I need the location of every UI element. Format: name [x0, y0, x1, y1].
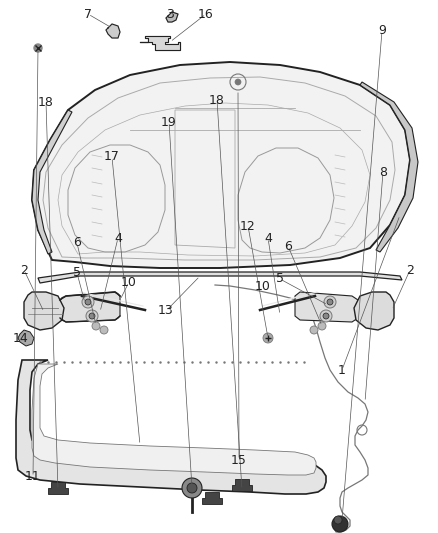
Text: 14: 14 — [13, 332, 29, 344]
Polygon shape — [24, 292, 64, 330]
Text: 5: 5 — [276, 272, 284, 286]
Polygon shape — [18, 330, 34, 346]
Polygon shape — [354, 292, 394, 330]
Text: 18: 18 — [209, 93, 225, 107]
Text: 6: 6 — [284, 239, 292, 253]
Polygon shape — [140, 36, 180, 50]
Text: 18: 18 — [38, 95, 54, 109]
Circle shape — [327, 299, 333, 305]
Circle shape — [323, 313, 329, 319]
Polygon shape — [295, 292, 358, 322]
Polygon shape — [32, 364, 316, 475]
Text: 10: 10 — [121, 276, 137, 288]
Circle shape — [85, 299, 91, 305]
Circle shape — [187, 483, 197, 493]
Circle shape — [182, 478, 202, 498]
Circle shape — [100, 326, 108, 334]
Polygon shape — [32, 110, 72, 254]
Polygon shape — [166, 12, 178, 22]
Circle shape — [92, 322, 100, 330]
Circle shape — [318, 322, 326, 330]
Circle shape — [320, 310, 332, 322]
Text: 16: 16 — [198, 7, 214, 20]
Polygon shape — [202, 492, 222, 504]
Polygon shape — [360, 82, 418, 252]
Circle shape — [332, 516, 348, 532]
Circle shape — [263, 333, 273, 343]
Text: 8: 8 — [379, 166, 387, 179]
Text: 10: 10 — [255, 280, 271, 294]
Polygon shape — [232, 479, 252, 491]
Circle shape — [235, 79, 241, 85]
Text: 12: 12 — [240, 220, 256, 232]
Polygon shape — [106, 24, 120, 38]
Polygon shape — [16, 360, 326, 494]
Text: 6: 6 — [73, 237, 81, 249]
Text: 5: 5 — [73, 266, 81, 279]
Text: 9: 9 — [378, 25, 386, 37]
Text: 7: 7 — [84, 7, 92, 20]
Circle shape — [334, 516, 342, 524]
Text: 17: 17 — [104, 150, 120, 164]
Text: 13: 13 — [158, 304, 174, 318]
Text: 4: 4 — [264, 231, 272, 245]
Text: 3: 3 — [166, 7, 174, 20]
Polygon shape — [38, 272, 402, 283]
Text: 2: 2 — [406, 263, 414, 277]
Circle shape — [89, 313, 95, 319]
Text: 2: 2 — [20, 263, 28, 277]
Polygon shape — [60, 292, 120, 322]
Text: 15: 15 — [231, 454, 247, 466]
Text: 11: 11 — [25, 471, 41, 483]
Polygon shape — [48, 482, 68, 494]
Circle shape — [324, 296, 336, 308]
Text: 4: 4 — [114, 231, 122, 245]
Circle shape — [82, 296, 94, 308]
Text: 19: 19 — [161, 116, 177, 128]
Circle shape — [86, 310, 98, 322]
Circle shape — [34, 44, 42, 52]
Text: 1: 1 — [338, 364, 346, 376]
Circle shape — [310, 326, 318, 334]
Polygon shape — [32, 62, 410, 268]
